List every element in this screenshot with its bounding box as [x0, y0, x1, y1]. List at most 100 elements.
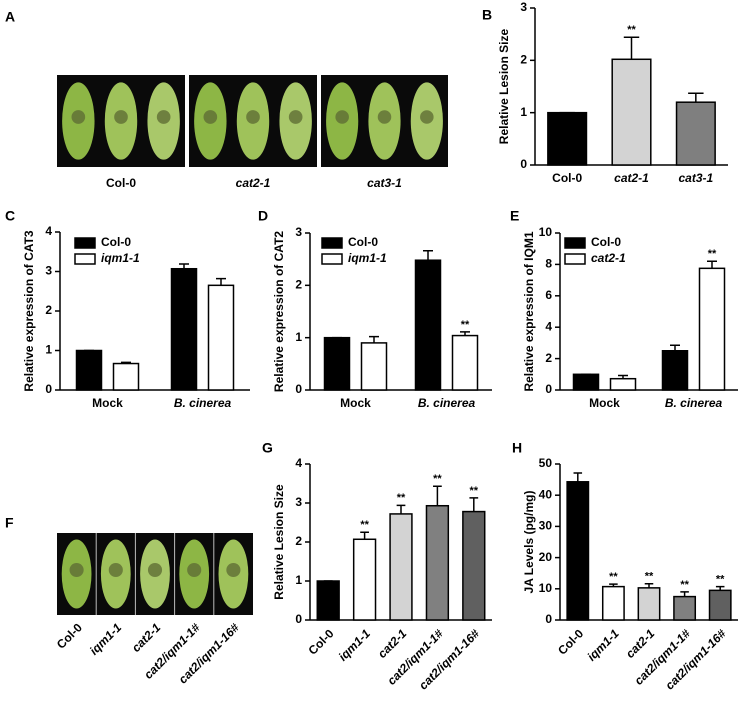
bar [170, 267, 198, 391]
y-tick-label: 3 [295, 225, 302, 239]
bar [75, 349, 103, 391]
bar [698, 267, 726, 391]
y-tick-label: 40 [539, 487, 553, 501]
significance: ** [397, 492, 406, 504]
legend-swatch [74, 237, 96, 249]
significance: ** [716, 574, 725, 586]
legend-swatch [321, 253, 343, 265]
y-tick-label: 0 [520, 157, 527, 171]
lesion [147, 562, 163, 578]
significance: ** [470, 485, 479, 497]
y-tick-label: 2 [295, 534, 302, 548]
error-bar [460, 331, 470, 336]
bar [673, 595, 697, 621]
panel-letter: C [5, 208, 15, 224]
bar [675, 101, 716, 166]
y-axis-label: Relative Lesion Size [497, 28, 511, 144]
y-tick-label: 0 [545, 612, 552, 626]
x-tick-label: iqm1-1 [585, 626, 622, 663]
bar [207, 284, 235, 391]
y-tick-label: 2 [520, 53, 527, 67]
legend-label: Col-0 [348, 235, 378, 249]
bar [360, 342, 388, 391]
x-tick-label: B. cinerea [418, 396, 476, 410]
bar [572, 373, 600, 391]
x-tick-label: Col-0 [555, 626, 586, 657]
y-tick-label: 1 [45, 343, 52, 357]
panel-letter: B [482, 7, 492, 23]
y-tick-label: 2 [295, 278, 302, 292]
error-bar [433, 485, 442, 506]
bar [462, 510, 486, 621]
bar [661, 350, 689, 391]
y-tick-label: 6 [545, 288, 552, 302]
y-tick-label: 4 [45, 224, 52, 238]
lesion [71, 110, 86, 124]
bar [708, 589, 732, 621]
lesion [156, 110, 171, 124]
x-tick-label: Mock [340, 396, 371, 410]
error-bar [618, 374, 628, 379]
x-tick-label: Col-0 [106, 176, 136, 190]
x-tick-label: cat2-1 [614, 171, 649, 185]
bar [414, 259, 442, 391]
significance: ** [627, 24, 636, 36]
lesion [69, 562, 84, 578]
y-axis-label: Relative expression of CAT3 [22, 230, 36, 391]
y-tick-label: 3 [520, 0, 527, 14]
bar [316, 580, 340, 621]
bar [451, 334, 479, 391]
significance: ** [360, 519, 369, 531]
y-tick-label: 4 [545, 319, 552, 333]
y-tick-label: 0 [545, 382, 552, 396]
error-bar [369, 335, 379, 343]
error-bar [573, 472, 583, 482]
y-tick-label: 3 [295, 495, 302, 509]
significance: ** [433, 473, 442, 485]
lesion [187, 562, 202, 578]
bar [611, 58, 652, 166]
panel-letter: H [512, 440, 522, 456]
bar [609, 377, 637, 391]
legend-label: cat2-1 [591, 251, 626, 265]
panel-letter: F [5, 515, 14, 531]
panel-letter: E [510, 208, 519, 224]
y-tick-label: 3 [45, 264, 52, 278]
legend-label: iqm1-1 [348, 251, 387, 265]
lesion [420, 110, 434, 124]
legend-label: iqm1-1 [101, 251, 140, 265]
y-tick-label: 4 [295, 456, 302, 470]
x-tick-label: Mock [92, 396, 123, 410]
y-axis-label: Relative Lesion Size [272, 484, 286, 600]
bar [566, 481, 590, 621]
error-bar [623, 36, 640, 60]
y-tick-label: 2 [545, 351, 552, 365]
x-tick-label: iqm1-1 [87, 620, 124, 657]
bar [601, 585, 625, 621]
y-axis-label: Relative expression of CAT2 [272, 231, 286, 392]
error-bar [644, 583, 654, 588]
panel-letter: D [258, 208, 268, 224]
lesion [108, 562, 123, 578]
lesion [377, 110, 392, 124]
bar [112, 362, 140, 391]
error-bar [469, 497, 479, 512]
x-tick-label: cat3-1 [367, 176, 402, 190]
significance: ** [461, 319, 470, 331]
y-tick-label: 1 [520, 105, 527, 119]
error-bar [423, 250, 433, 261]
panel-letter: A [5, 9, 15, 25]
legend-swatch [321, 237, 343, 249]
error-bar [360, 531, 369, 540]
bar [323, 336, 351, 391]
lesion [246, 110, 260, 124]
y-tick-label: 2 [45, 303, 52, 317]
bar [425, 504, 450, 621]
error-bar [707, 260, 717, 269]
x-tick-label: cat2-1 [375, 626, 410, 661]
error-bar [396, 504, 406, 514]
y-tick-label: 0 [45, 382, 52, 396]
error-bar [680, 591, 689, 597]
x-tick-label: Col-0 [552, 171, 582, 185]
